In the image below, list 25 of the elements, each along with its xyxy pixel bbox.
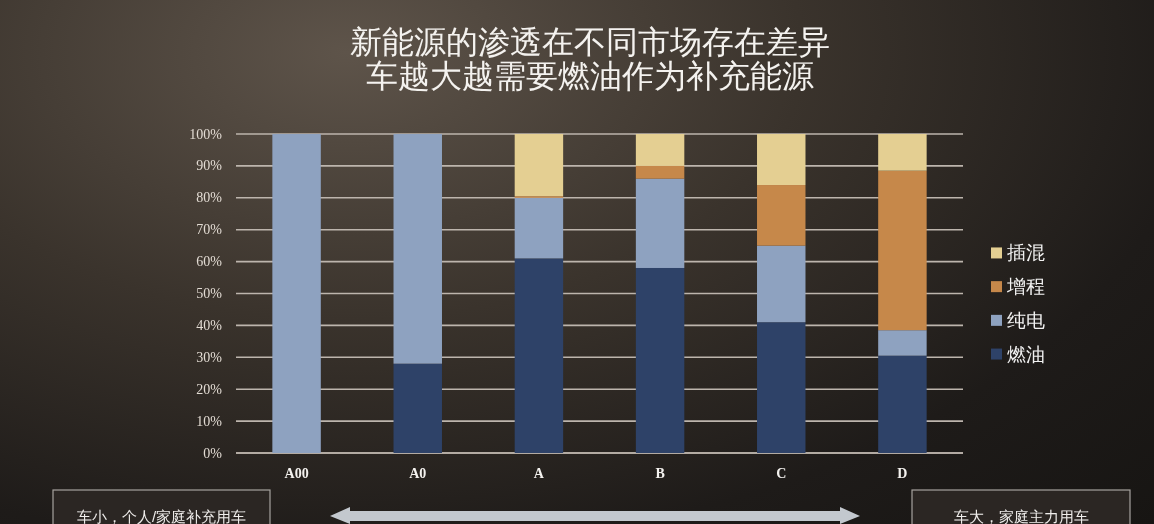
legend-label: 插混 (1007, 242, 1045, 264)
x-tick-label: D (897, 465, 908, 481)
x-tick-label: C (776, 465, 787, 481)
y-tick-label: 0% (203, 445, 223, 461)
y-tick-label: 90% (196, 158, 223, 174)
x-tick-label: B (655, 465, 665, 481)
y-tick-label: 100% (189, 126, 223, 142)
legend-label: 燃油 (1007, 343, 1045, 365)
x-tick-label: A0 (409, 465, 427, 481)
y-tick-label: 30% (196, 349, 223, 365)
text: 车大，家庭主力用车 (953, 507, 1089, 524)
legend-label: 增程 (1006, 276, 1045, 298)
y-tick-label: 40% (196, 317, 223, 333)
y-tick-label: 70% (196, 222, 223, 238)
subtitle: 车越大越需要燃油作为补充能源 (366, 58, 814, 94)
y-tick-label: 80% (196, 190, 223, 206)
title: 新能源的渗透在不同市场存在差异 (350, 24, 830, 60)
y-tick-label: 50% (196, 286, 223, 301)
x-tick-label: A (533, 465, 545, 481)
text: 车小，个人/家庭补充用车 (76, 507, 247, 524)
y-tick-label: 10% (196, 413, 223, 429)
x-tick-label: A00 (284, 465, 309, 481)
y-tick-label: 60% (196, 254, 223, 270)
y-tick-label: 20% (196, 381, 223, 397)
legend-label: 纯电 (1007, 309, 1045, 331)
